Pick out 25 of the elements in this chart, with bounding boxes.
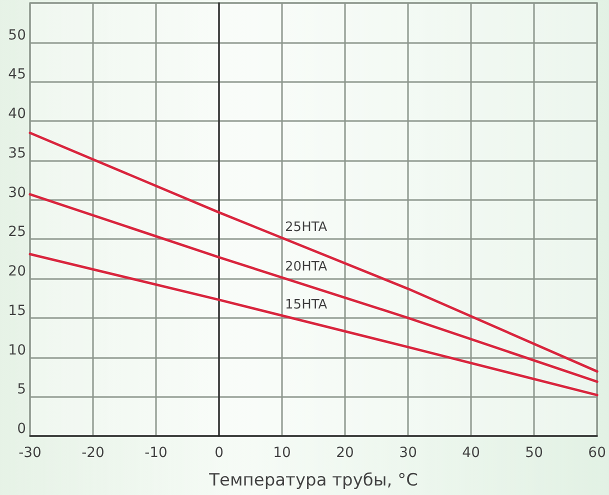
x-tick-label: 30 — [399, 445, 417, 461]
y-tick-label: 50 — [8, 27, 26, 44]
x-tick-label: -10 — [144, 445, 168, 461]
y-tick-label: 25 — [8, 224, 26, 240]
x-tick-label: 0 — [214, 445, 224, 461]
x-tick-label: -30 — [18, 445, 42, 461]
y-tick-label: 45 — [8, 66, 26, 83]
y-tick-label: 10 — [8, 342, 26, 358]
x-tick-label: 40 — [462, 445, 480, 461]
x-tick-label: -20 — [82, 445, 104, 461]
x-tick-label: 50 — [525, 445, 543, 461]
y-tick-label: 35 — [8, 145, 26, 162]
y-tick-label: 30 — [8, 184, 26, 201]
x-tick-label: 20 — [336, 445, 354, 461]
x-axis-title: Температура трубы, °C — [208, 470, 418, 490]
y-tick-label: 20 — [8, 264, 26, 280]
y-tick-label: 40 — [8, 106, 26, 122]
x-tick-label: 60 — [588, 445, 606, 461]
series-label: 25HTA — [285, 220, 328, 235]
series-label: 20HTA — [285, 259, 328, 274]
y-tick-label: 5 — [17, 382, 26, 398]
series-label: 15HTA — [285, 298, 328, 313]
y-tick-label: 15 — [8, 302, 26, 319]
x-tick-label: 10 — [273, 445, 291, 461]
y-tick-label: 0 — [17, 421, 26, 437]
